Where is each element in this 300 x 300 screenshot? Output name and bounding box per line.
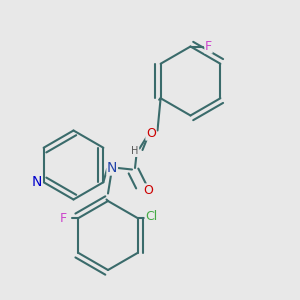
Text: O: O	[146, 127, 156, 140]
Text: Cl: Cl	[145, 210, 158, 223]
Text: F: F	[205, 40, 212, 53]
Text: Cl: Cl	[145, 210, 158, 223]
Text: O: O	[143, 184, 153, 197]
Text: O: O	[143, 184, 153, 197]
Text: O: O	[146, 127, 156, 140]
Text: F: F	[60, 212, 67, 225]
Text: N: N	[107, 161, 117, 175]
Text: H: H	[131, 146, 139, 157]
Text: N: N	[32, 175, 42, 189]
Text: F: F	[60, 212, 67, 225]
Text: H: H	[131, 146, 139, 157]
Text: N: N	[107, 161, 117, 175]
Text: N: N	[32, 175, 42, 189]
Text: F: F	[205, 40, 212, 53]
